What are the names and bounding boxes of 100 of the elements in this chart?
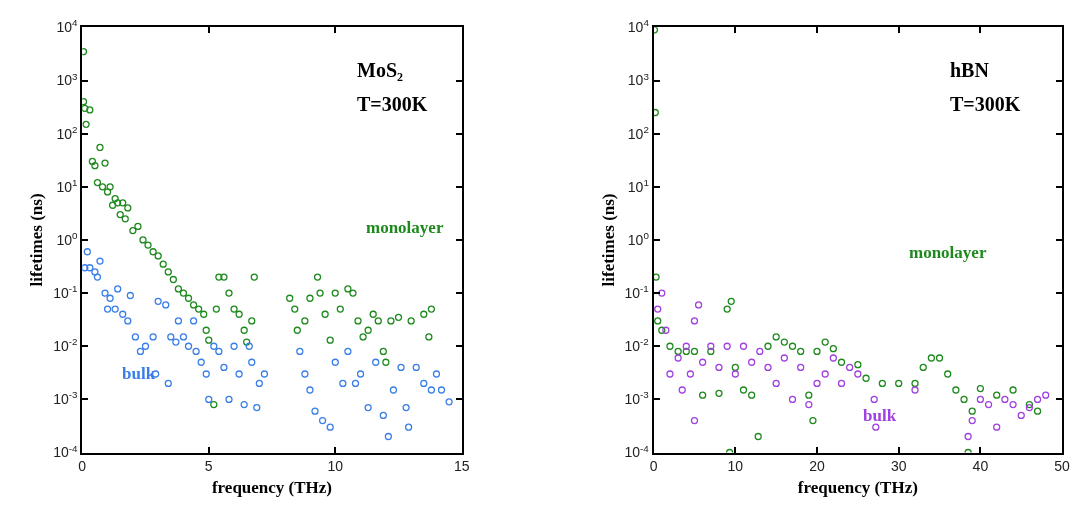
point — [690, 317, 699, 325]
point — [678, 386, 686, 394]
text: monolayer — [366, 218, 444, 237]
point — [976, 395, 985, 404]
y-tick-label: 10$^{-2}$ — [624, 336, 649, 355]
point — [797, 363, 805, 372]
point — [984, 400, 993, 409]
point — [964, 432, 972, 441]
point — [993, 391, 1001, 399]
point — [960, 395, 968, 404]
y-tick-label: 10$^{4}$ — [56, 17, 78, 36]
point — [698, 358, 707, 366]
point — [654, 317, 662, 325]
point — [715, 389, 723, 397]
point — [727, 297, 735, 305]
point — [809, 416, 817, 425]
x-axis-title: frequency (THz) — [211, 478, 333, 498]
point — [993, 423, 1001, 431]
point — [780, 354, 788, 362]
point — [658, 289, 666, 297]
point — [919, 363, 927, 372]
point — [662, 326, 670, 334]
point — [707, 347, 715, 356]
point — [674, 347, 682, 356]
point — [780, 338, 788, 346]
y-tick-label: 10$^{-1}$ — [53, 283, 78, 301]
x-tick-label: 5 — [204, 458, 213, 475]
annotation: hBN — [950, 59, 990, 81]
point — [1009, 386, 1017, 394]
point — [756, 347, 764, 356]
point — [666, 342, 674, 350]
series-label: bulk — [122, 364, 156, 383]
y-axis-title: lifetimes (ns) — [598, 193, 618, 287]
point — [772, 379, 780, 388]
point — [813, 347, 821, 356]
point — [968, 407, 976, 415]
annotation: T=300K — [357, 93, 428, 115]
y-tick-label: 10$^{3}$ — [56, 70, 78, 89]
y-tick-label: 10$^{3}$ — [627, 70, 650, 89]
series-label: bulk — [863, 406, 897, 425]
point — [805, 400, 813, 409]
point — [754, 432, 762, 441]
point — [797, 347, 805, 356]
annotation: T=300K — [950, 93, 1021, 115]
x-tick-label: 20 — [809, 458, 825, 475]
y-tick-label: 10$^{-3}$ — [53, 389, 78, 408]
point — [878, 379, 886, 388]
y-tick-label: 10$^{0}$ — [56, 229, 78, 248]
point — [935, 354, 944, 362]
point — [707, 342, 715, 350]
point — [739, 342, 748, 350]
point — [731, 363, 739, 372]
x-axis-title: frequency (THz) — [797, 478, 918, 498]
point — [772, 333, 780, 341]
point — [862, 374, 870, 382]
y-tick-label: 10$^{1}$ — [627, 176, 649, 195]
point — [723, 342, 731, 350]
annotation: MoS₂ — [357, 59, 403, 81]
point — [653, 273, 660, 281]
point — [748, 358, 756, 366]
point — [837, 379, 846, 388]
x-tick-label: 40 — [972, 458, 989, 475]
point — [854, 370, 862, 378]
point — [1042, 391, 1050, 399]
y-tick-label: 10$^{-3}$ — [624, 389, 650, 408]
point — [715, 363, 723, 372]
point — [821, 338, 829, 346]
point — [788, 342, 797, 350]
y-tick-label: 10$^{-1}$ — [624, 283, 649, 301]
y-tick-label: 10$^{-2}$ — [53, 336, 78, 355]
y-tick-label: 10$^{0}$ — [627, 229, 650, 248]
point — [1033, 407, 1042, 415]
y-tick-label: 10$^{2}$ — [627, 123, 649, 142]
point — [654, 305, 662, 313]
point — [872, 423, 880, 431]
point — [821, 370, 829, 378]
point — [739, 386, 748, 394]
y-axis-title: lifetimes (ns) — [27, 193, 47, 287]
point — [1017, 411, 1025, 420]
point — [870, 395, 878, 404]
point — [674, 354, 682, 362]
y-tick-label: 10$^{-4}$ — [624, 442, 650, 461]
point — [694, 301, 703, 309]
point — [968, 416, 976, 425]
point — [911, 379, 919, 388]
x-tick-label: 10 — [327, 458, 344, 475]
point — [658, 326, 666, 334]
point — [764, 342, 772, 350]
point — [805, 391, 813, 399]
point — [1033, 395, 1042, 404]
point — [927, 354, 936, 362]
point — [690, 347, 699, 356]
x-tick-label: 50 — [1054, 458, 1071, 475]
point — [911, 386, 919, 394]
point — [698, 391, 707, 399]
point — [944, 370, 952, 378]
y-tick-label: 10$^{4}$ — [627, 17, 650, 36]
point — [976, 384, 985, 393]
point — [829, 345, 837, 353]
y-tick-label: 10$^{2}$ — [56, 123, 78, 142]
